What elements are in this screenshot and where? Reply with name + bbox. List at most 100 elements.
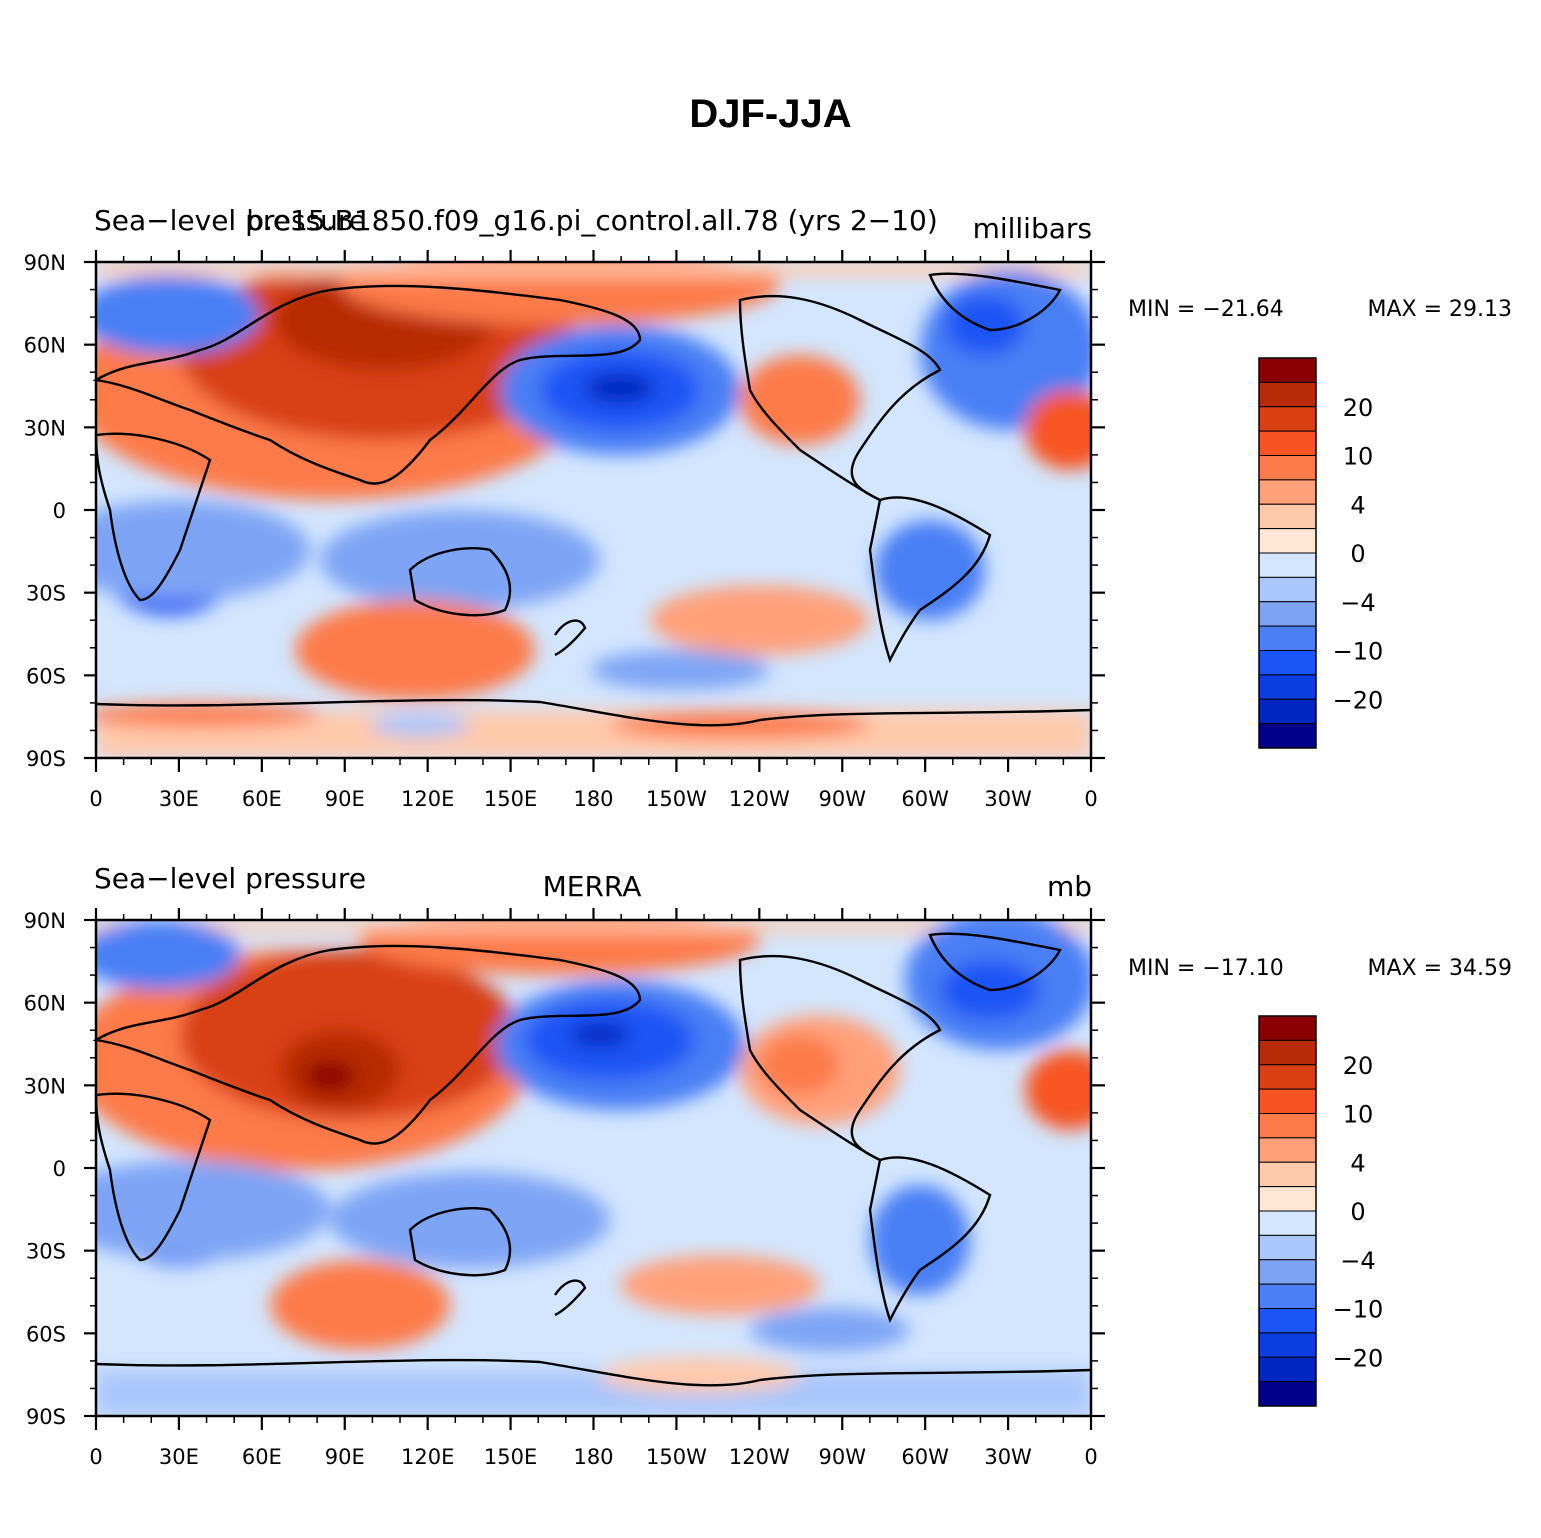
colorbar-label: −10	[1333, 638, 1384, 666]
units-label: mb	[1047, 870, 1092, 903]
colorbar-swatch	[1258, 430, 1317, 456]
colorbar-swatch	[1258, 1186, 1317, 1212]
lon-tick-label: 120W	[729, 1445, 790, 1469]
max-label: MAX = 34.59	[1367, 956, 1512, 981]
colorbar-swatch	[1258, 1015, 1317, 1041]
colorbar-swatch	[1258, 1356, 1317, 1383]
lat-tick-label: 60N	[24, 334, 66, 358]
colorbar-label: −20	[1333, 686, 1384, 714]
lon-tick-label: 120E	[401, 1445, 454, 1469]
lon-tick-label: 60W	[901, 787, 949, 811]
colorbar-swatch	[1258, 552, 1317, 578]
lon-tick-label: 0	[89, 787, 102, 811]
colorbar-label: 0	[1350, 1198, 1365, 1226]
lat-tick-label: 30N	[24, 1074, 66, 1098]
colorbar-swatch	[1258, 455, 1317, 481]
lon-tick-label: 60E	[242, 787, 282, 811]
colorbar-swatch	[1258, 1161, 1317, 1188]
slp-field-map	[96, 262, 1091, 758]
colorbar-label: 20	[1343, 1052, 1374, 1080]
colorbar-swatch	[1258, 381, 1317, 408]
lon-tick-label: 0	[89, 1445, 102, 1469]
lat-tick-label: 60S	[26, 664, 66, 688]
colorbar-frame	[1258, 357, 1317, 749]
lon-tick-label: 150E	[484, 787, 537, 811]
lon-tick-label: 180	[573, 787, 613, 811]
lon-tick-label: 90E	[325, 787, 365, 811]
colorbar-label: −20	[1333, 1344, 1384, 1372]
lat-tick-label: 90S	[26, 747, 66, 771]
coastline-overlay	[92, 272, 1092, 727]
colorbar-swatch	[1258, 674, 1317, 700]
units-label: millibars	[973, 212, 1092, 245]
lon-tick-label: 120W	[729, 787, 790, 811]
lat-tick-label: 90N	[24, 251, 66, 275]
center-title: MERRA	[543, 870, 642, 903]
colorbar-swatch	[1258, 1088, 1317, 1114]
left-title: Sea−level pressure	[94, 204, 366, 237]
colorbar-swatch	[1258, 357, 1317, 383]
colorbar-swatch	[1258, 1234, 1317, 1261]
axis-ticks: 90N 60N 30N 0 30S 60S 90S 0 30E 60E 90E 120E 150E 180…	[24, 908, 1105, 1469]
colorbar-label: 10	[1343, 1101, 1374, 1129]
figure-title: DJF-JJA	[689, 92, 852, 136]
colorbar-swatch	[1258, 1064, 1317, 1090]
colorbar-swatch	[1258, 576, 1317, 603]
colorbar: 20 10 4 0 −4 −10 −20	[1258, 357, 1384, 749]
colorbar-label: 0	[1350, 540, 1365, 568]
lon-tick-label: 150W	[646, 1445, 707, 1469]
colorbar-swatch	[1258, 698, 1317, 725]
lon-tick-label: 90E	[325, 1445, 365, 1469]
colorbar-swatch	[1258, 601, 1317, 627]
colorbar-swatch	[1258, 1332, 1317, 1358]
colorbar-swatch	[1258, 1283, 1317, 1309]
colorbar-label: 4	[1350, 1149, 1365, 1177]
min-label: MIN = −21.64	[1128, 297, 1284, 322]
colorbar-label: −4	[1340, 1247, 1375, 1275]
colorbar-label: −4	[1340, 589, 1375, 617]
colorbar-swatch	[1258, 479, 1317, 505]
lat-tick-label: 30N	[24, 416, 66, 440]
lon-tick-label: 120E	[401, 787, 454, 811]
colorbar-label: 10	[1343, 443, 1374, 471]
colorbar: 20 10 4 0 −4 −10 −20	[1258, 1015, 1384, 1407]
lon-tick-label: 30W	[984, 1445, 1032, 1469]
lon-tick-label: 30E	[159, 1445, 199, 1469]
lon-tick-label: 90W	[819, 1445, 867, 1469]
lat-tick-label: 60S	[26, 1322, 66, 1346]
panel-obs: Sea−level pressure MERRA mb	[0, 850, 1541, 1510]
center-title: b.e15.B1850.f09_g16.pi_control.all.78 (y…	[246, 204, 938, 237]
colorbar-swatch	[1258, 503, 1317, 530]
lon-tick-label: 180	[573, 1445, 613, 1469]
colorbar-swatch	[1258, 723, 1317, 749]
lon-tick-label: 30E	[159, 787, 199, 811]
colorbar-frame	[1258, 1015, 1317, 1407]
lon-tick-label: 60W	[901, 1445, 949, 1469]
colorbar-label: −10	[1333, 1296, 1384, 1324]
colorbar-swatch	[1258, 1137, 1317, 1163]
colorbar-swatch	[1258, 650, 1317, 676]
colorbar-swatch	[1258, 1381, 1317, 1407]
colorbar-swatch	[1258, 1210, 1317, 1236]
min-label: MIN = −17.10	[1128, 956, 1284, 981]
lat-tick-label: 0	[53, 499, 66, 523]
coastline-overlay	[92, 932, 1092, 1387]
lat-tick-label: 60N	[24, 992, 66, 1016]
lat-tick-label: 90S	[26, 1405, 66, 1429]
colorbar-swatch	[1258, 1308, 1317, 1334]
max-label: MAX = 29.13	[1367, 297, 1512, 322]
axis-ticks: 90N 60N 30N 0 30S 60S 90S 0 30E 60E 90E 120E 150E 180…	[24, 250, 1105, 811]
colorbar-swatch	[1258, 1113, 1317, 1139]
left-title: Sea−level pressure	[94, 862, 366, 895]
colorbar-label: 4	[1350, 491, 1365, 519]
colorbar-swatch	[1258, 625, 1317, 651]
lat-tick-label: 30S	[26, 582, 66, 606]
panel-model: Sea−level pressure b.e15.B1850.f09_g16.p…	[0, 190, 1541, 850]
slp-field-map	[96, 920, 1091, 1416]
lon-tick-label: 150W	[646, 787, 707, 811]
lat-tick-label: 30S	[26, 1240, 66, 1264]
lon-tick-label: 90W	[819, 787, 867, 811]
lat-tick-label: 0	[53, 1157, 66, 1181]
lon-tick-label: 0	[1084, 1445, 1097, 1469]
lon-tick-label: 30W	[984, 787, 1032, 811]
